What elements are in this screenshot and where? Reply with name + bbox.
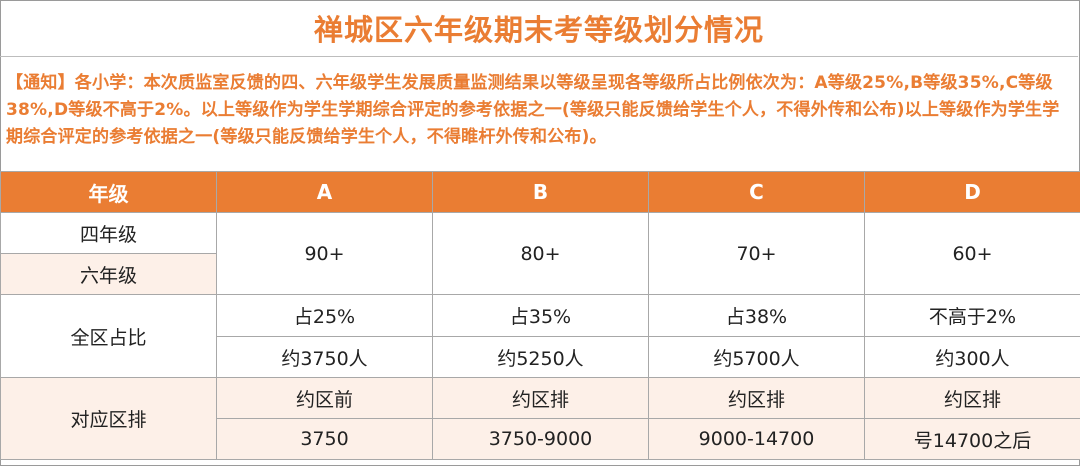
count-c: 约5700人: [648, 336, 865, 378]
notice-text: 【通知】各小学：本次质监室反馈的四、六年级学生发展质量监测结果以等级呈现各等级所…: [6, 73, 1060, 147]
table-row: 全区占比 占25% 占35% 占38% 不高于2%: [0, 294, 1080, 378]
rank-label-cell: 对应区排: [0, 377, 217, 460]
score-a: 90+: [216, 212, 433, 295]
table-row: 对应区排 约区前 约区排 约区排 约区排: [0, 377, 1080, 460]
rank-top-b: 约区排: [432, 377, 649, 419]
share-d: 不高于2%: [864, 294, 1080, 337]
table-header-row: 年级 A B C D: [0, 171, 1080, 213]
share-b: 占35%: [432, 294, 649, 337]
count-d: 约300人: [864, 336, 1080, 378]
share-a: 占25%: [216, 294, 433, 337]
header-b: B: [432, 171, 649, 213]
count-b: 约5250人: [432, 336, 649, 378]
table-row: 3750 3750-9000 9000-14700 号14700之后: [1, 418, 1080, 460]
share-c: 占38%: [648, 294, 865, 337]
rank-bottom-a: 3750: [216, 418, 433, 460]
score-c: 70+: [648, 212, 865, 295]
page-title: 禅城区六年级期末考等级划分情况: [0, 0, 1078, 57]
rank-top-d: 约区排: [864, 377, 1080, 419]
share-label-cell: 全区占比: [0, 294, 217, 378]
grade-table: 年级 A B C D 四年级 90+ 80+ 70+ 60+ 六年级 全区占比 …: [0, 171, 1080, 460]
grade-four-cell: 四年级: [0, 212, 217, 254]
rank-top-a: 约区前: [216, 377, 433, 419]
header-a: A: [216, 171, 433, 213]
rank-top-c: 约区排: [648, 377, 865, 419]
score-b: 80+: [432, 212, 649, 295]
header-grade: 年级: [0, 171, 217, 213]
rank-bottom-b: 3750-9000: [432, 418, 649, 460]
header-d: D: [864, 171, 1080, 213]
score-d: 60+: [864, 212, 1080, 295]
grade-six-cell: 六年级: [0, 253, 217, 295]
header-c: C: [648, 171, 865, 213]
table-row: 四年级 90+ 80+ 70+ 60+: [0, 212, 1080, 295]
rank-bottom-c: 9000-14700: [648, 418, 865, 460]
table-row: 约3750人 约5250人 约5700人 约300人: [1, 336, 1080, 378]
rank-bottom-d: 号14700之后: [864, 418, 1080, 460]
count-a: 约3750人: [216, 336, 433, 378]
